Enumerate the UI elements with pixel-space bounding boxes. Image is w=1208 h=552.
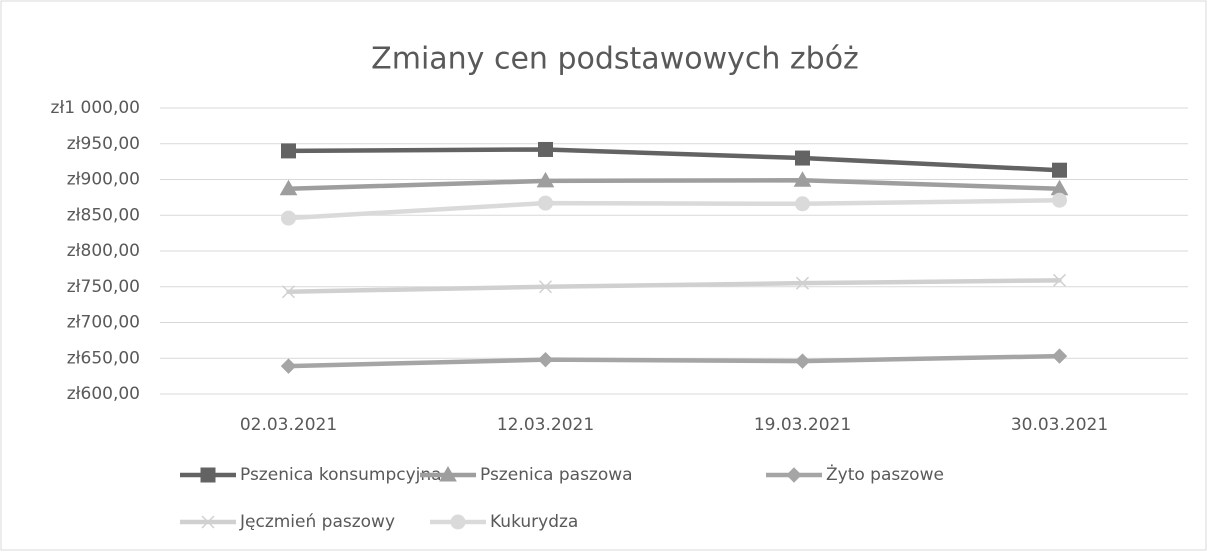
x-tick-label: 19.03.2021 bbox=[754, 415, 851, 435]
series-line bbox=[286, 197, 1062, 221]
legend-label: Pszenica paszowa bbox=[480, 465, 633, 485]
y-tick-label: zł600,00 bbox=[67, 384, 140, 404]
marker bbox=[1052, 192, 1067, 208]
y-tick-label: zł950,00 bbox=[67, 134, 140, 154]
marker bbox=[537, 351, 554, 368]
series-line bbox=[286, 353, 1062, 369]
marker bbox=[538, 141, 553, 157]
marker bbox=[795, 196, 810, 212]
legend-label: Żyto paszowe bbox=[826, 464, 944, 485]
marker bbox=[1052, 273, 1067, 287]
marker bbox=[439, 465, 457, 482]
marker bbox=[536, 171, 555, 188]
marker bbox=[279, 179, 298, 196]
x-tick-label: 30.03.2021 bbox=[1011, 415, 1108, 435]
y-tick-label: zł700,00 bbox=[67, 313, 140, 333]
marker bbox=[281, 285, 296, 299]
marker bbox=[450, 514, 466, 530]
marker bbox=[1051, 348, 1068, 364]
y-tick-label: zł750,00 bbox=[67, 277, 140, 297]
marker bbox=[200, 467, 216, 483]
marker bbox=[281, 143, 296, 159]
marker bbox=[793, 171, 812, 187]
y-tick-label: zł900,00 bbox=[67, 170, 140, 190]
marker bbox=[786, 467, 802, 483]
legend-label: Pszenica konsumpcyjna bbox=[240, 465, 442, 485]
marker bbox=[795, 150, 810, 166]
series-line bbox=[286, 177, 1062, 192]
marker bbox=[795, 276, 810, 290]
y-tick-label: zł850,00 bbox=[67, 205, 140, 225]
marker bbox=[794, 353, 811, 369]
y-tick-label: zł1 000,00 bbox=[51, 98, 140, 118]
marker bbox=[1052, 162, 1067, 178]
x-tick-label: 02.03.2021 bbox=[240, 415, 337, 435]
marker bbox=[201, 515, 215, 529]
x-tick-label: 12.03.2021 bbox=[497, 415, 594, 435]
series-line bbox=[286, 278, 1062, 295]
marker bbox=[281, 210, 296, 226]
marker bbox=[280, 358, 297, 374]
marker bbox=[538, 195, 553, 211]
y-tick-label: zł800,00 bbox=[67, 241, 140, 261]
marker bbox=[538, 280, 553, 294]
legend-label: Jęczmień paszowy bbox=[239, 512, 395, 532]
y-tick-label: zł650,00 bbox=[67, 348, 140, 368]
legend-label: Kukurydza bbox=[490, 512, 578, 532]
series-line bbox=[286, 147, 1062, 173]
chart-title: Zmiany cen podstawowych zbóż bbox=[371, 42, 859, 77]
